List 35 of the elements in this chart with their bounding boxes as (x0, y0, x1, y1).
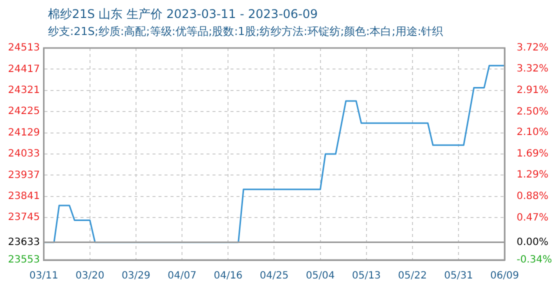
y2-tick-label: -0.34% (516, 254, 552, 266)
x-tick-label: 05/04 (306, 270, 335, 282)
y2-tick-label: 2.91% (516, 84, 548, 96)
chart-subtitle: 纱支:21S;纱质:高配;等级:优等品;股数:1股;纺纱方法:环锭纺;颜色:本白;用途:针织 (48, 24, 444, 39)
y2-tick-label: 3.72% (516, 42, 548, 54)
y-tick-label: 23841 (8, 190, 40, 202)
x-tick-label: 03/20 (75, 270, 104, 282)
x-tick-label: 05/22 (398, 270, 427, 282)
y-tick-label: 23745 (8, 212, 40, 224)
x-tick-label: 04/16 (214, 270, 243, 282)
y2-tick-label: 1.29% (516, 169, 548, 180)
x-tick-label: 03/11 (29, 270, 58, 282)
y2-tick-label: 0.47% (516, 212, 548, 224)
x-tick-label: 04/25 (260, 270, 289, 282)
x-tick-label: 05/13 (352, 270, 381, 282)
y2-tick-label: 1.69% (516, 148, 548, 160)
y2-tick-label: 0.88% (516, 190, 548, 202)
y-tick-label: 23553 (8, 254, 40, 266)
x-tick-label: 05/31 (444, 270, 473, 282)
y2-tick-label: 0.00% (516, 236, 548, 248)
x-tick-label: 03/29 (122, 270, 150, 282)
y2-tick-label: 2.50% (516, 106, 548, 118)
y-tick-label: 23937 (8, 170, 40, 181)
y2-tick-label: 3.32% (516, 63, 548, 74)
x-tick-label: 04/07 (168, 270, 196, 282)
y-tick-label: 24417 (8, 64, 40, 75)
chart-title: 棉纱21S 山东 生产价 2023-03-11 - 2023-06-09 (48, 6, 318, 23)
y2-tick-label: 2.10% (516, 127, 548, 138)
y-tick-label: 24513 (8, 42, 40, 54)
x-tick-label: 06/09 (490, 270, 520, 282)
y-tick-label: 24321 (8, 84, 40, 96)
y-tick-label: 23633 (8, 236, 40, 248)
y-tick-label: 24129 (8, 127, 40, 138)
y-tick-label: 24225 (8, 106, 40, 118)
y-tick-label: 24033 (8, 148, 40, 160)
